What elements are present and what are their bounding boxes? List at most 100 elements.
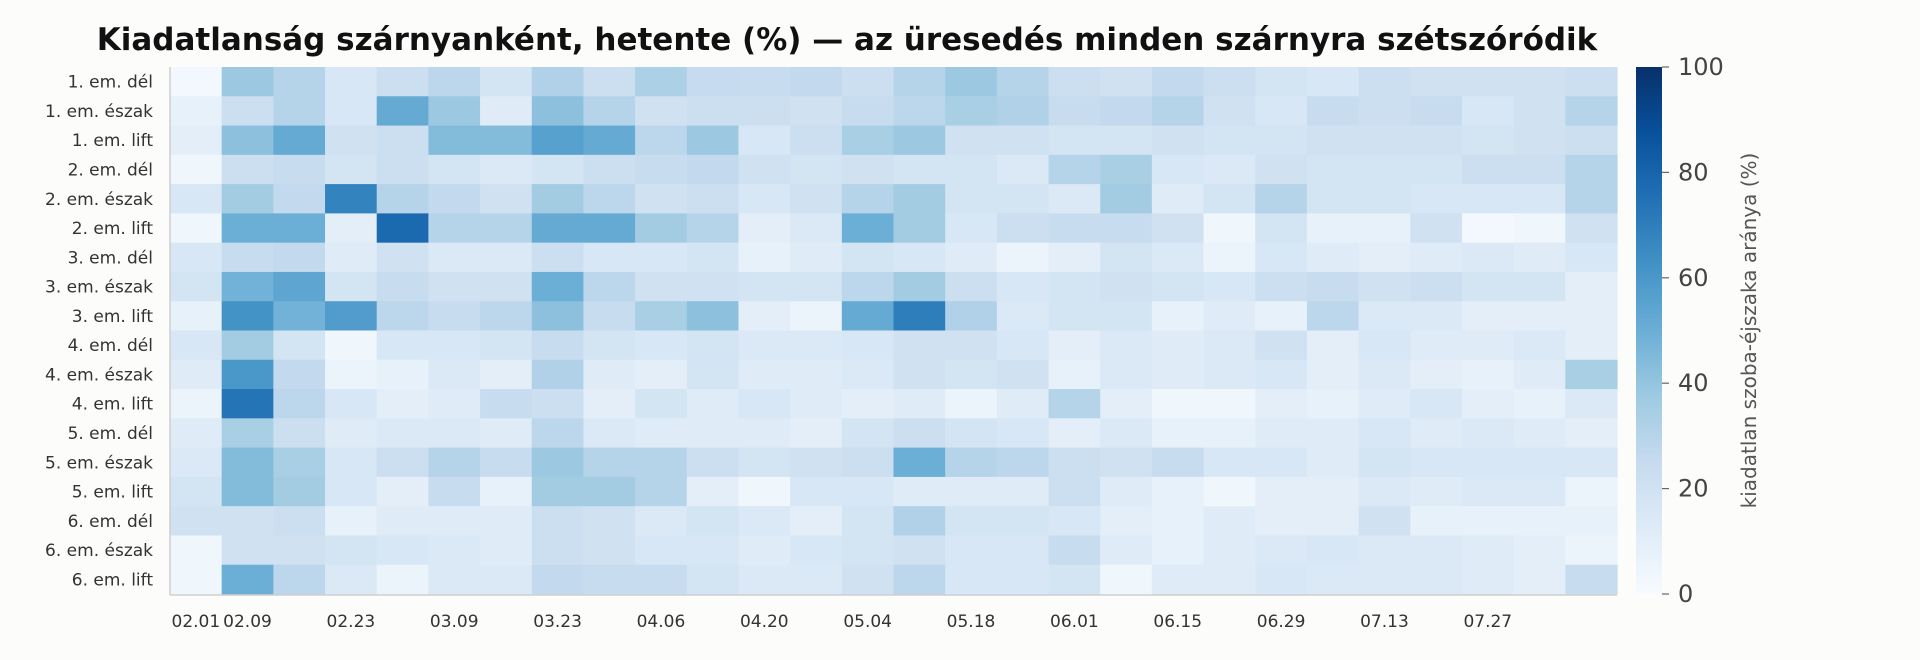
heatmap-cell	[1203, 535, 1256, 566]
heatmap-cell	[738, 359, 791, 390]
heatmap-cell	[1048, 271, 1101, 302]
heatmap-cell	[945, 330, 998, 361]
heatmap-cell	[686, 96, 740, 127]
heatmap-cell	[790, 389, 843, 419]
heatmap-cell	[1306, 389, 1360, 419]
heatmap-cell	[376, 154, 429, 185]
heatmap-cell	[996, 213, 1050, 244]
heatmap-cell	[790, 418, 843, 449]
heatmap-cell	[583, 535, 636, 566]
heatmap-cell	[1306, 564, 1360, 595]
heatmap-cell	[790, 154, 843, 185]
heatmap-cell	[1048, 184, 1101, 214]
heatmap-cell	[1306, 535, 1360, 566]
heatmap-cell	[1565, 535, 1618, 566]
heatmap-cell	[273, 389, 326, 419]
chart-title: Kiadatlanság szárnyanként, hetente (%) —…	[97, 22, 1599, 58]
y-tick-label: 5. em. lift	[72, 483, 154, 503]
heatmap-cell	[221, 125, 274, 156]
heatmap-cell	[376, 447, 429, 478]
heatmap-cell	[376, 125, 429, 156]
heatmap-cell	[273, 535, 326, 566]
heatmap-cell	[841, 389, 895, 419]
heatmap-cell	[1203, 564, 1256, 595]
heatmap-cell	[1203, 301, 1256, 332]
heatmap-cell	[1100, 271, 1153, 302]
heatmap-cell	[686, 125, 740, 156]
heatmap-cell	[996, 242, 1050, 273]
heatmap-cell	[738, 242, 791, 273]
heatmap-cell	[428, 447, 481, 478]
heatmap-cell	[170, 476, 223, 507]
colorbar-tick-label: 100	[1678, 53, 1724, 81]
heatmap-cell	[428, 506, 481, 537]
heatmap-cell	[996, 184, 1050, 214]
heatmap-cell	[325, 301, 378, 332]
heatmap-cell	[583, 330, 636, 361]
heatmap-cell	[1306, 476, 1360, 507]
heatmap-cell	[1255, 359, 1308, 390]
heatmap-cell	[1255, 447, 1308, 478]
heatmap-cell	[1513, 330, 1566, 361]
heatmap-cell	[170, 125, 223, 156]
heatmap-cell	[1151, 213, 1205, 244]
heatmap-cell	[583, 476, 636, 507]
heatmap-cell	[1306, 125, 1360, 156]
heatmap-cell	[428, 359, 481, 390]
heatmap-cell	[1358, 389, 1411, 419]
heatmap-cell	[1461, 418, 1515, 449]
heatmap-cell	[1151, 389, 1205, 419]
heatmap-cell	[1461, 564, 1515, 595]
heatmap-cell	[635, 447, 688, 478]
heatmap-cell	[1565, 154, 1618, 185]
heatmap-cell	[945, 506, 998, 537]
heatmap-cell	[1255, 125, 1308, 156]
heatmap-cell	[1358, 330, 1411, 361]
heatmap-cell	[996, 301, 1050, 332]
heatmap-cell	[1565, 184, 1618, 214]
heatmap-cell	[273, 418, 326, 449]
heatmap-cell	[945, 389, 998, 419]
heatmap-cell	[1255, 67, 1308, 97]
heatmap-cell	[635, 330, 688, 361]
heatmap-cell	[996, 506, 1050, 537]
heatmap-cell	[1358, 447, 1411, 478]
heatmap-cell	[1203, 359, 1256, 390]
heatmap-cell	[221, 271, 274, 302]
heatmap-cell	[1100, 301, 1153, 332]
heatmap-cell	[1100, 447, 1153, 478]
heatmap-cell	[686, 389, 740, 419]
heatmap-cell	[738, 154, 791, 185]
heatmap-cell	[635, 125, 688, 156]
heatmap-cell	[1306, 447, 1360, 478]
heatmap-cell	[170, 447, 223, 478]
colorbar-tick-label: 0	[1678, 580, 1693, 608]
heatmap-cell	[1203, 418, 1256, 449]
heatmap-cell	[273, 301, 326, 332]
y-tick-label: 3. em. észak	[45, 278, 153, 298]
heatmap-cell	[945, 242, 998, 273]
heatmap-cell	[325, 476, 378, 507]
heatmap-cell	[221, 154, 274, 185]
heatmap-cell	[1565, 242, 1618, 273]
heatmap-cell	[1513, 418, 1566, 449]
heatmap-cell	[1513, 154, 1566, 185]
heatmap-cell	[1410, 447, 1463, 478]
heatmap-cell	[1358, 96, 1411, 127]
heatmap-cell	[583, 447, 636, 478]
heatmap-cell	[996, 535, 1050, 566]
heatmap-cell	[893, 564, 946, 595]
heatmap-cell	[1100, 125, 1153, 156]
x-tick-label: 06.01	[1050, 612, 1099, 632]
heatmap-cell	[790, 359, 843, 390]
heatmap-cell	[480, 359, 533, 390]
heatmap-cell	[1306, 184, 1360, 214]
heatmap-cell	[583, 301, 636, 332]
heatmap-cell	[1513, 271, 1566, 302]
heatmap-cell	[480, 506, 533, 537]
heatmap-cell	[1306, 418, 1360, 449]
heatmap-cell	[1203, 242, 1256, 273]
x-tick-label: 04.06	[637, 612, 686, 632]
heatmap-cell	[1513, 389, 1566, 419]
heatmap-cell	[1151, 359, 1205, 390]
